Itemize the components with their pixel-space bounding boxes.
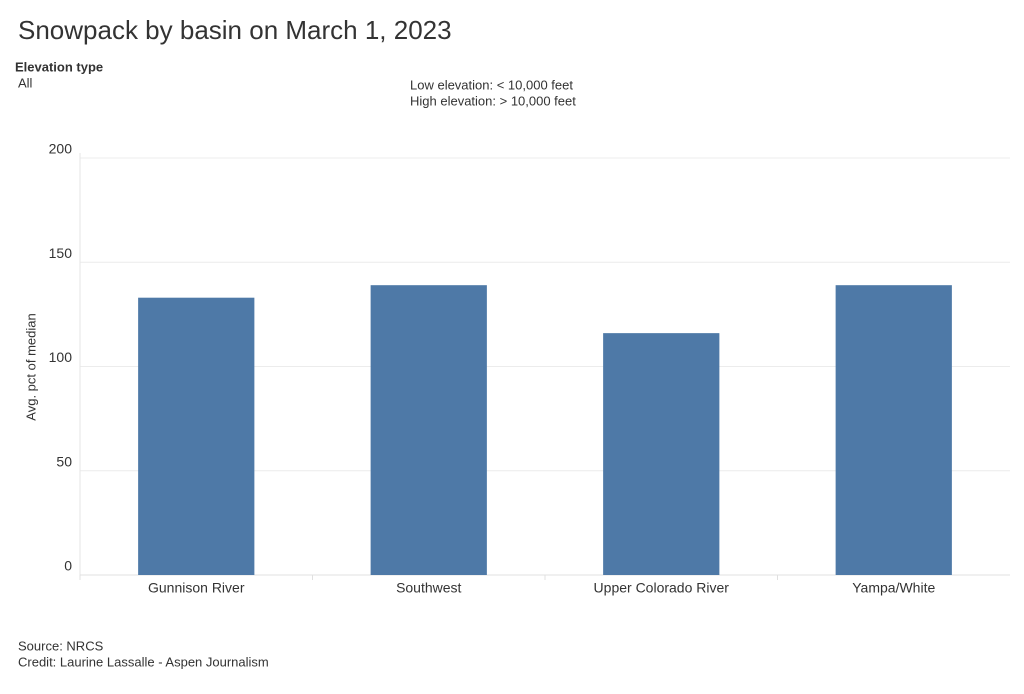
x-tick-label: Yampa/White bbox=[852, 580, 935, 596]
bar bbox=[603, 333, 720, 575]
y-tick-label: 50 bbox=[56, 453, 72, 469]
y-axis-label: Avg. pct of median bbox=[23, 313, 38, 420]
note: Low elevation: < 10,000 feet bbox=[410, 77, 573, 92]
x-tick-label: Southwest bbox=[396, 580, 461, 596]
x-tick-label: Upper Colorado River bbox=[594, 580, 730, 596]
bar bbox=[835, 285, 952, 575]
bar bbox=[370, 285, 487, 575]
y-tick-label: 0 bbox=[64, 558, 72, 574]
x-tick-label: Gunnison River bbox=[148, 580, 245, 596]
y-tick-label: 100 bbox=[49, 349, 73, 365]
credit: Credit: Laurine Lassalle - Aspen Journal… bbox=[18, 654, 269, 669]
bar bbox=[138, 297, 255, 575]
chart-title: Snowpack by basin on March 1, 2023 bbox=[18, 15, 452, 45]
source: Source: NRCS bbox=[18, 638, 104, 653]
filter-label: Elevation type bbox=[15, 59, 103, 74]
y-tick-label: 150 bbox=[49, 245, 73, 261]
y-tick-label: 200 bbox=[49, 141, 73, 157]
filter-value[interactable]: All bbox=[18, 75, 33, 90]
note: High elevation: > 10,000 feet bbox=[410, 93, 576, 108]
